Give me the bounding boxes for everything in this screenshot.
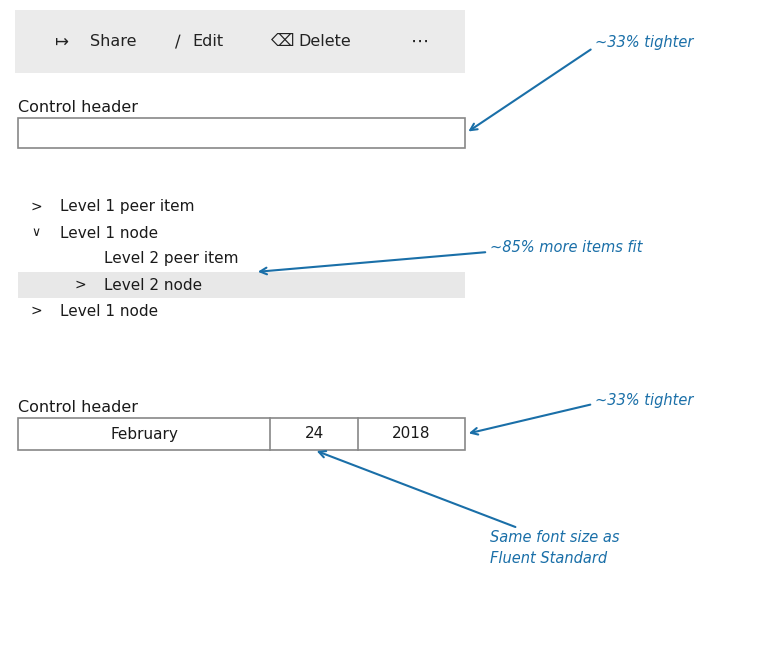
Bar [18, 118, 465, 148]
Text: 24: 24 [304, 426, 324, 442]
Text: Edit: Edit [192, 34, 223, 49]
Text: ⌫: ⌫ [272, 33, 295, 50]
Text: ∨: ∨ [31, 226, 40, 240]
Text: ~33% tighter: ~33% tighter [595, 392, 694, 408]
Text: >: > [74, 278, 85, 292]
Text: >: > [31, 304, 42, 318]
Text: ~33% tighter: ~33% tighter [595, 35, 694, 50]
Text: ∕: ∕ [175, 33, 181, 50]
Text: Control header: Control header [18, 100, 138, 115]
Text: Level 1 node: Level 1 node [60, 226, 158, 240]
Text: Delete: Delete [298, 34, 351, 49]
Text: February: February [110, 426, 178, 442]
Bar [18, 418, 465, 450]
Text: Level 1 node: Level 1 node [60, 303, 158, 319]
Text: Share: Share [90, 34, 137, 49]
Text: ↦: ↦ [55, 33, 69, 50]
Text: Level 1 peer item: Level 1 peer item [60, 199, 195, 214]
Text: ~85% more items fit: ~85% more items fit [490, 240, 642, 256]
Bar [15, 10, 465, 73]
Text: 2018: 2018 [392, 426, 431, 442]
Text: Control header: Control header [18, 400, 138, 415]
Text: Level 2 node: Level 2 node [104, 278, 202, 293]
Text: ⋯: ⋯ [411, 33, 429, 50]
Text: Same font size as
Fluent Standard: Same font size as Fluent Standard [490, 530, 620, 566]
Bar [18, 272, 465, 298]
Text: >: > [31, 200, 42, 214]
Text: Level 2 peer item: Level 2 peer item [104, 252, 239, 266]
